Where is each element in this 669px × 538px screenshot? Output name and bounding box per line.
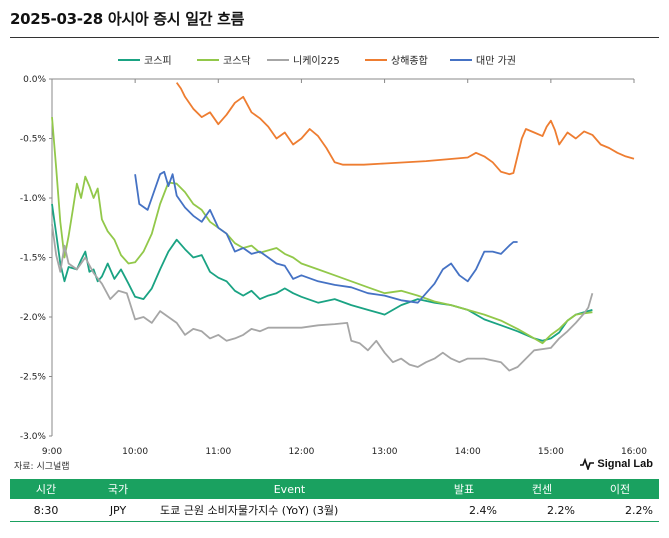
header-country: 국가 bbox=[82, 479, 154, 499]
header-time: 시간 bbox=[10, 479, 82, 499]
legend-label: 코스닥 bbox=[223, 55, 251, 67]
cell-time: 8:30 bbox=[10, 499, 82, 522]
x-tick-label: 9:00 bbox=[42, 447, 62, 457]
legend-item-5: 대만 가권 bbox=[450, 55, 516, 67]
series-line-4 bbox=[175, 82, 635, 176]
y-tick-label: -2.5% bbox=[20, 373, 47, 383]
brand-logo: Signal Lab bbox=[580, 458, 653, 470]
x-tick-label: 10:00 bbox=[122, 447, 148, 457]
header-previous: 이전 bbox=[581, 479, 659, 499]
series-line-2 bbox=[51, 117, 593, 345]
source-note: 자료: 시그널랩 bbox=[14, 462, 70, 472]
x-tick-label: 15:00 bbox=[538, 447, 564, 457]
legend-label: 상해종합 bbox=[391, 54, 428, 67]
cell-previous: 2.2% bbox=[581, 499, 659, 522]
series-line-3 bbox=[51, 224, 594, 372]
header-consensus: 컨센 bbox=[503, 479, 581, 499]
legend-label: 코스피 bbox=[144, 55, 172, 67]
table-row: 8:30 JPY 도쿄 근원 소비자물가지수 (YoY) (3월) 2.4% 2… bbox=[10, 499, 659, 522]
y-tick-label: -0.5% bbox=[20, 135, 47, 145]
y-tick-label: -2.0% bbox=[20, 313, 47, 323]
x-tick-label: 12:00 bbox=[288, 447, 314, 457]
y-tick-label: 0.0% bbox=[23, 75, 46, 85]
y-tick-label: -3.0% bbox=[20, 432, 47, 442]
title-divider bbox=[10, 37, 659, 38]
chart-legend: 코스피 코스닥 니케이225 상해종합 대만 가권 bbox=[118, 54, 516, 67]
legend-item-1: 코스피 bbox=[118, 55, 172, 67]
header-actual: 발표 bbox=[425, 479, 503, 499]
x-tick-label: 11:00 bbox=[205, 447, 231, 457]
chart-axes: 0.0% -0.5% -1.0% -1.5% -2.0% -2.5% -3.0% 9:00 10… bbox=[20, 75, 647, 457]
legend-item-4: 상해종합 bbox=[365, 54, 428, 67]
cell-actual: 2.4% bbox=[425, 499, 503, 522]
legend-label: 니케이225 bbox=[293, 55, 340, 67]
series-line-5 bbox=[134, 170, 518, 304]
economic-events-table: 시간 국가 Event 발표 컨센 이전 8:30 JPY 도쿄 근원 소비자물… bbox=[10, 479, 659, 522]
header-event: Event bbox=[154, 479, 425, 499]
pulse-icon bbox=[580, 458, 595, 470]
cell-consensus: 2.2% bbox=[503, 499, 581, 522]
cell-event: 도쿄 근원 소비자물가지수 (YoY) (3월) bbox=[154, 499, 425, 522]
y-tick-label: -1.0% bbox=[20, 194, 47, 204]
table-header-row: 시간 국가 Event 발표 컨센 이전 bbox=[10, 479, 659, 499]
x-tick-label: 13:00 bbox=[372, 447, 398, 457]
chart-series bbox=[51, 82, 635, 372]
legend-item-3: 니케이225 bbox=[267, 55, 340, 67]
cell-country: JPY bbox=[82, 499, 154, 522]
line-chart: 코스피 코스닥 니케이225 상해종합 대만 가권 0.0% -0.5% -1.0% -1.5… bbox=[20, 54, 647, 457]
page-title: 2025-03-28 아시아 증시 일간 흐름 bbox=[10, 10, 245, 28]
brand-name: Signal Lab bbox=[597, 458, 653, 470]
y-tick-label: -1.5% bbox=[20, 254, 47, 264]
legend-item-2: 코스닥 bbox=[197, 55, 251, 67]
x-tick-label: 14:00 bbox=[455, 447, 481, 457]
series-line-1 bbox=[51, 203, 593, 342]
legend-label: 대만 가권 bbox=[476, 55, 516, 67]
x-tick-label: 16:00 bbox=[621, 447, 647, 457]
